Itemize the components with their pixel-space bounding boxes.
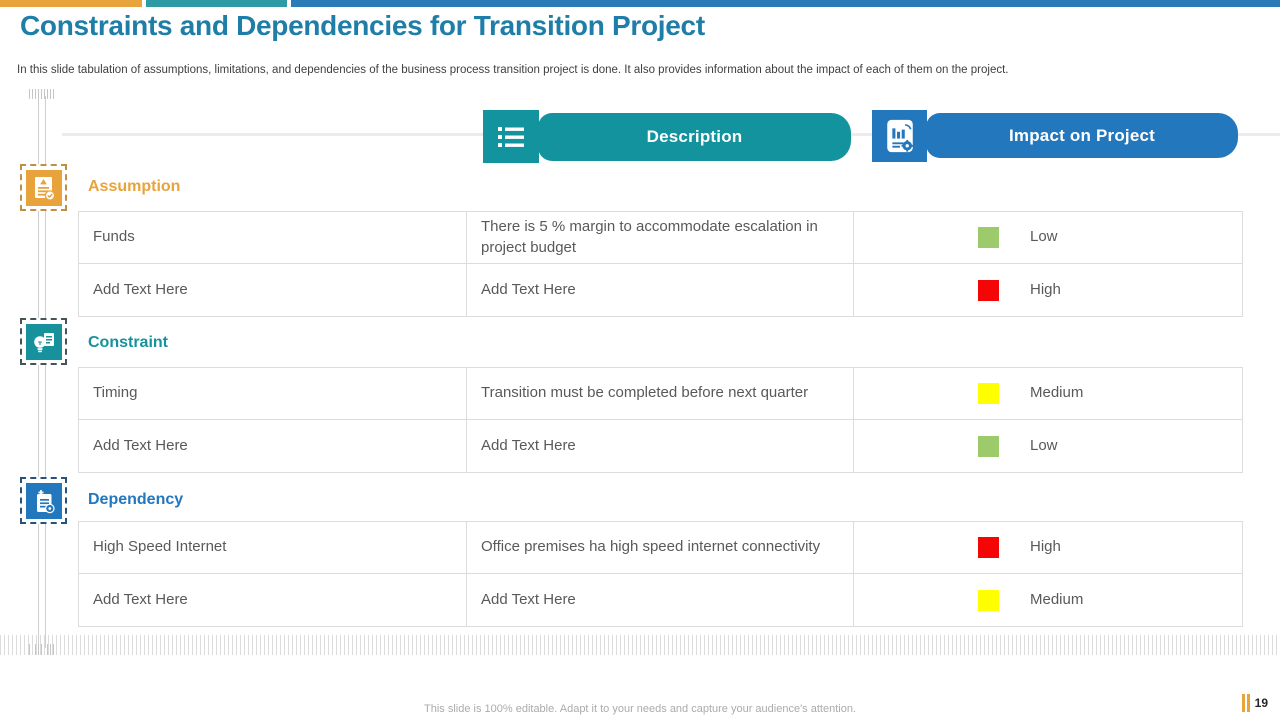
- impact-cell[interactable]: Low: [854, 212, 1242, 264]
- assumption-table: Funds There is 5 % margin to accommodate…: [78, 211, 1243, 317]
- description-column-header[interactable]: Description: [538, 113, 851, 161]
- document-alert-check-icon: [25, 169, 62, 206]
- lightbulb-document-icon: [25, 323, 62, 360]
- impact-level-label: Medium: [1030, 384, 1084, 402]
- constraint-table: Timing Transition must be completed befo…: [78, 367, 1243, 473]
- dependency-icon-box[interactable]: [20, 477, 67, 524]
- page-number: 19: [1241, 693, 1268, 713]
- row-description-cell[interactable]: Add Text Here: [467, 264, 854, 316]
- page-number-bar: [1246, 694, 1250, 712]
- impact-level-label: Low: [1030, 228, 1058, 246]
- slide-subtitle: In this slide tabulation of assumptions,…: [17, 64, 1009, 76]
- timeline-rail: [38, 96, 46, 648]
- page-number-bar: [1241, 694, 1245, 712]
- list-icon: [483, 110, 539, 163]
- assumption-section-label: Assumption: [88, 178, 181, 195]
- dependency-section-label: Dependency: [88, 491, 184, 508]
- constraint-section-label: Constraint: [88, 334, 168, 351]
- row-name-cell[interactable]: Add Text Here: [79, 420, 467, 472]
- impact-color-square: [978, 589, 999, 611]
- row-name-cell[interactable]: High Speed Internet: [79, 522, 467, 574]
- slide-title: Constraints and Dependencies for Transit…: [20, 10, 705, 41]
- row-name-cell[interactable]: Add Text Here: [79, 264, 467, 316]
- constraint-icon-box[interactable]: [20, 318, 67, 365]
- impact-color-square: [978, 537, 999, 558]
- impact-level-label: Medium: [1030, 590, 1084, 608]
- impact-cell[interactable]: Low: [854, 420, 1242, 472]
- page-number-value: 19: [1254, 696, 1268, 710]
- row-description-cell[interactable]: Add Text Here: [467, 574, 854, 626]
- bottom-hatch-band: [0, 635, 1280, 655]
- top-bar-orange-segment: [0, 0, 142, 7]
- impact-color-square: [978, 279, 999, 301]
- row-name-cell[interactable]: Timing: [79, 368, 467, 420]
- rail-top-coil: [29, 89, 54, 99]
- impact-color-square: [978, 383, 999, 404]
- impact-cell[interactable]: High: [854, 522, 1242, 574]
- impact-level-label: Low: [1030, 436, 1058, 454]
- dependency-table: High Speed Internet Office premises ha h…: [78, 521, 1243, 627]
- top-bar-blue-segment: [291, 0, 1280, 7]
- impact-cell[interactable]: Medium: [854, 368, 1242, 420]
- document-plus-icon: [25, 482, 62, 519]
- impact-level-label: High: [1030, 538, 1061, 556]
- impact-cell[interactable]: Medium: [854, 574, 1242, 626]
- impact-color-square: [978, 435, 999, 457]
- top-bar-teal-segment: [146, 0, 287, 7]
- assumption-icon-box[interactable]: [20, 164, 67, 211]
- impact-color-square: [978, 227, 999, 248]
- row-name-cell[interactable]: Add Text Here: [79, 574, 467, 626]
- row-description-cell[interactable]: Add Text Here: [467, 420, 854, 472]
- impact-level-label: High: [1030, 280, 1061, 298]
- row-description-cell[interactable]: Office premises ha high speed internet c…: [467, 522, 854, 574]
- row-description-cell[interactable]: Transition must be completed before next…: [467, 368, 854, 420]
- report-gear-icon: [872, 110, 927, 162]
- impact-cell[interactable]: High: [854, 264, 1242, 316]
- editable-note: This slide is 100% editable. Adapt it to…: [424, 703, 856, 715]
- row-name-cell[interactable]: Funds: [79, 212, 467, 264]
- impact-column-header[interactable]: Impact on Project: [926, 113, 1238, 158]
- row-description-cell[interactable]: There is 5 % margin to accommodate escal…: [467, 212, 854, 264]
